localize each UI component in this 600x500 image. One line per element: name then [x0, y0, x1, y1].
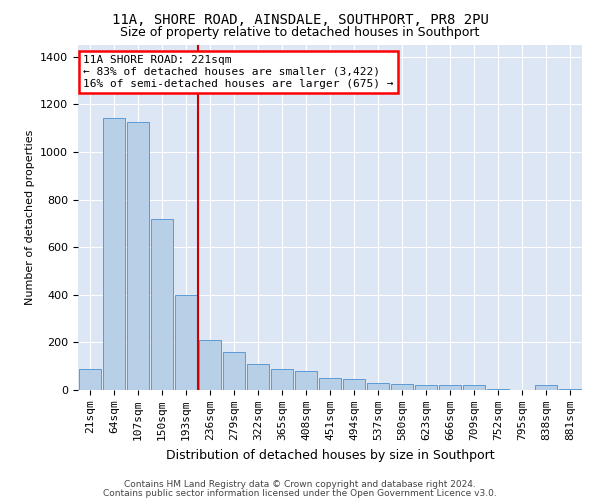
Bar	[223, 352, 245, 390]
Bar	[103, 118, 125, 390]
Text: Size of property relative to detached houses in Southport: Size of property relative to detached ho…	[121, 26, 479, 39]
Bar	[79, 368, 101, 390]
Bar	[343, 380, 365, 390]
Bar	[247, 364, 269, 390]
Text: 11A, SHORE ROAD, AINSDALE, SOUTHPORT, PR8 2PU: 11A, SHORE ROAD, AINSDALE, SOUTHPORT, PR…	[112, 12, 488, 26]
Text: Contains public sector information licensed under the Open Government Licence v3: Contains public sector information licen…	[103, 488, 497, 498]
Bar	[367, 383, 389, 390]
X-axis label: Distribution of detached houses by size in Southport: Distribution of detached houses by size …	[166, 448, 494, 462]
Bar	[559, 389, 581, 390]
Bar	[199, 340, 221, 390]
Bar	[439, 385, 461, 390]
Bar	[295, 371, 317, 390]
Bar	[535, 385, 557, 390]
Text: 11A SHORE ROAD: 221sqm
← 83% of detached houses are smaller (3,422)
16% of semi-: 11A SHORE ROAD: 221sqm ← 83% of detached…	[83, 56, 394, 88]
Bar	[391, 384, 413, 390]
Bar	[271, 368, 293, 390]
Bar	[127, 122, 149, 390]
Bar	[175, 295, 197, 390]
Bar	[319, 378, 341, 390]
Bar	[487, 389, 509, 390]
Bar	[463, 385, 485, 390]
Bar	[415, 385, 437, 390]
Y-axis label: Number of detached properties: Number of detached properties	[25, 130, 35, 305]
Bar	[151, 218, 173, 390]
Text: Contains HM Land Registry data © Crown copyright and database right 2024.: Contains HM Land Registry data © Crown c…	[124, 480, 476, 489]
